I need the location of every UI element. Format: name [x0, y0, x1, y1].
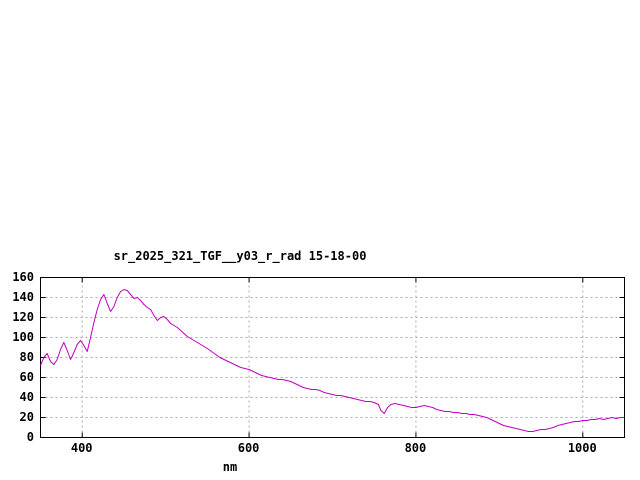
plot-area — [40, 277, 625, 438]
x-tick-label: 600 — [237, 441, 260, 455]
y-tick-label: 20 — [19, 410, 34, 424]
y-tick-label: 80 — [19, 350, 34, 364]
x-axis-title: nm — [222, 460, 238, 474]
y-tick-label: 140 — [12, 290, 34, 304]
plot-border — [40, 277, 625, 438]
chart-title: sr_2025_321_TGF__y03_r_rad 15-18-00 — [113, 249, 367, 263]
y-tick-label: 0 — [26, 430, 34, 444]
y-tick-label: 120 — [12, 310, 34, 324]
x-tick-label: 1000 — [567, 441, 597, 455]
x-tick-label: 400 — [70, 441, 93, 455]
x-tick-label: 800 — [404, 441, 427, 455]
y-tick-label: 160 — [12, 270, 34, 284]
data-line — [40, 289, 625, 432]
y-tick-label: 60 — [19, 370, 34, 384]
y-tick-label: 40 — [19, 390, 34, 404]
y-tick-label: 100 — [12, 330, 34, 344]
spectrum-line-chart — [40, 277, 625, 438]
